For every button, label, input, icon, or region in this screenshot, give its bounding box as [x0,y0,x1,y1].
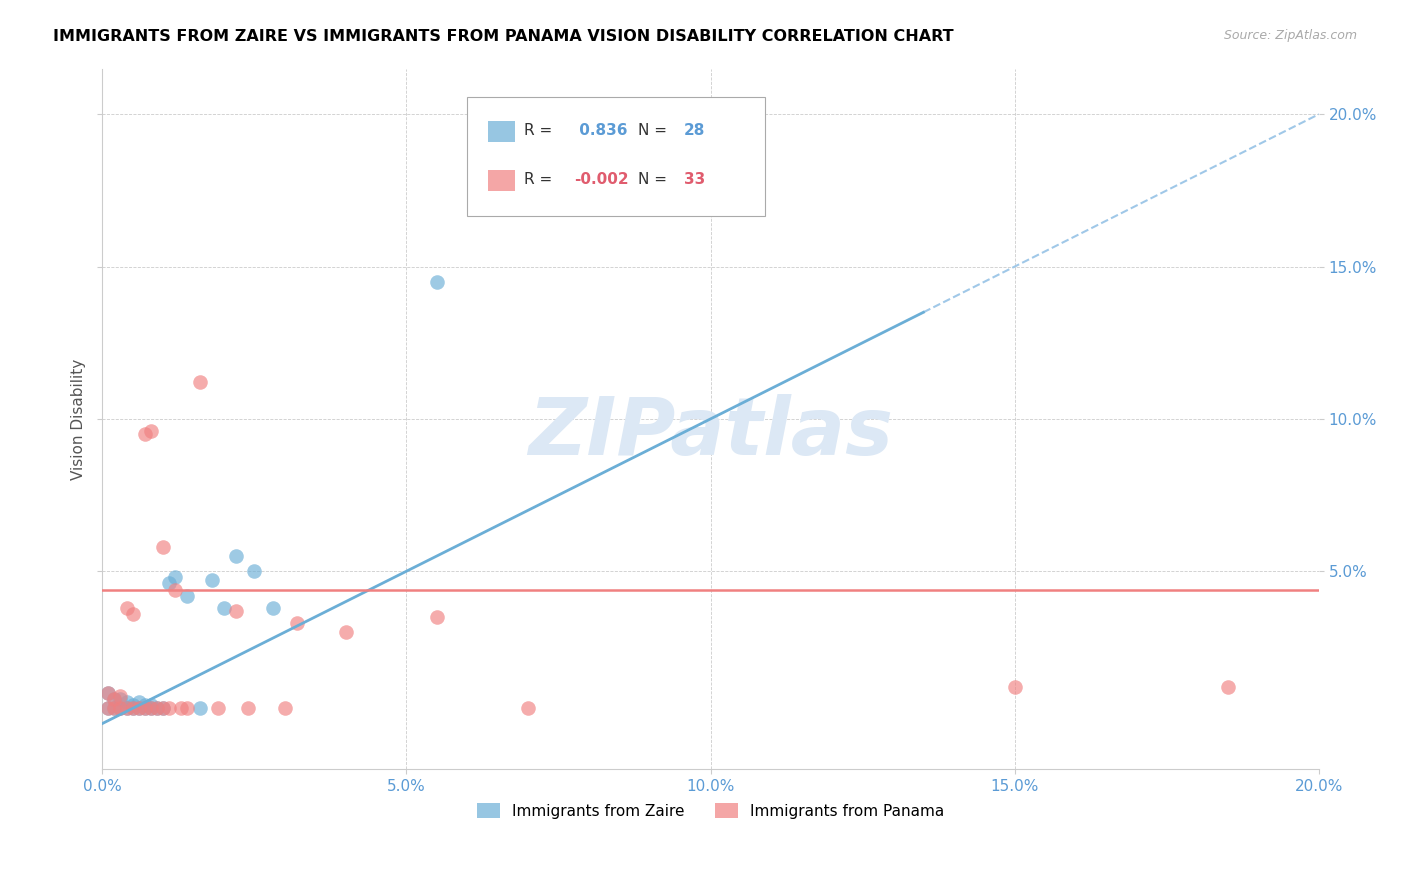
Point [212,600,235,615]
Point [426,610,449,624]
Point [110,701,132,715]
FancyBboxPatch shape [488,170,515,191]
Point [1216,680,1239,694]
Point [335,625,357,640]
Point [170,701,193,715]
Point [238,701,260,715]
Point [157,576,180,591]
Point [110,701,132,715]
Point [188,701,211,715]
Point [128,701,150,715]
Point [426,275,449,289]
FancyBboxPatch shape [488,121,515,142]
Point [103,692,125,706]
Point [128,701,150,715]
Legend: Immigrants from Zaire, Immigrants from Panama: Immigrants from Zaire, Immigrants from P… [471,797,950,825]
Point [134,698,156,713]
Point [134,701,156,715]
Point [121,698,143,713]
Point [134,701,156,715]
FancyBboxPatch shape [467,96,765,216]
Text: N =: N = [637,172,672,186]
Point [115,695,138,709]
Point [1004,680,1026,694]
Text: Source: ZipAtlas.com: Source: ZipAtlas.com [1223,29,1357,42]
Point [243,564,266,578]
Point [121,701,143,715]
Point [103,701,125,715]
Text: R =: R = [524,123,558,137]
Point [97,701,120,715]
Point [121,701,143,715]
Point [188,376,211,390]
Point [139,698,162,713]
Point [152,701,174,715]
Point [146,701,169,715]
Point [139,701,162,715]
Point [201,574,224,588]
Point [176,589,198,603]
Point [517,701,540,715]
Point [128,695,150,709]
Y-axis label: Vision Disability: Vision Disability [72,359,86,480]
Point [139,424,162,438]
Point [176,701,198,715]
Text: ZIPatlas: ZIPatlas [529,394,893,472]
Text: 28: 28 [683,123,706,137]
Text: N =: N = [637,123,672,137]
Point [110,689,132,703]
Text: -0.002: -0.002 [574,172,628,186]
Point [97,686,120,700]
Text: 0.836: 0.836 [574,123,627,137]
Point [165,570,187,584]
Point [207,701,229,715]
Point [110,692,132,706]
Point [165,582,187,597]
Point [115,701,138,715]
Text: R =: R = [524,172,558,186]
Point [97,701,120,715]
Text: IMMIGRANTS FROM ZAIRE VS IMMIGRANTS FROM PANAMA VISION DISABILITY CORRELATION CH: IMMIGRANTS FROM ZAIRE VS IMMIGRANTS FROM… [53,29,955,44]
Point [225,549,247,563]
Point [152,540,174,554]
Point [115,701,138,715]
Point [121,607,143,621]
Point [285,615,308,630]
Point [115,600,138,615]
Point [262,600,284,615]
Point [97,686,120,700]
Point [103,701,125,715]
Point [225,604,247,618]
Text: 33: 33 [683,172,704,186]
Point [273,701,295,715]
Point [157,701,180,715]
Point [146,701,169,715]
Point [134,427,156,442]
Point [103,692,125,706]
Point [152,701,174,715]
Point [139,701,162,715]
